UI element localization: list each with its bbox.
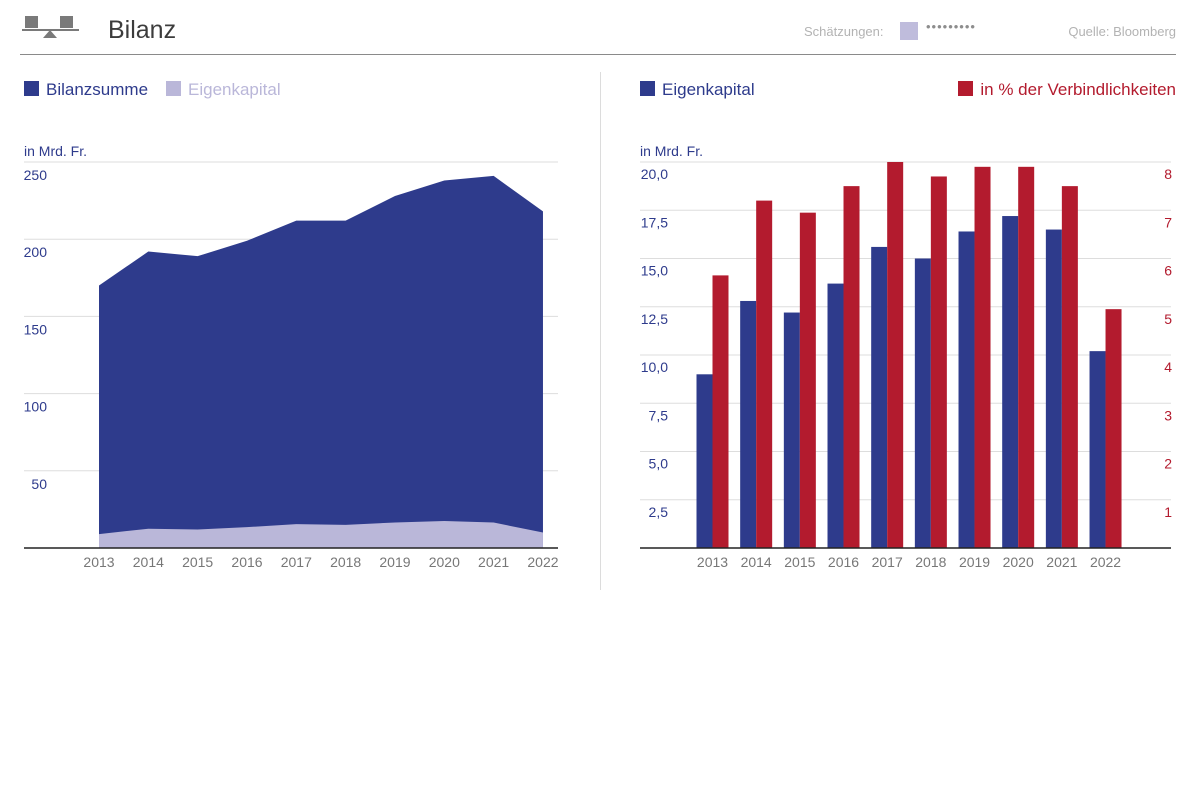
- bar-eigenkapital-2022: [1089, 351, 1106, 548]
- bar-percent-liabilities-2015: [799, 212, 816, 548]
- y-tick-label-left: 200: [24, 244, 48, 260]
- x-tick-label-right: 2019: [959, 554, 990, 570]
- y-tick-label-left-axis: 5,0: [649, 456, 669, 472]
- y-tick-label-left: 100: [24, 399, 48, 415]
- y2-tick-label-right-axis: 2: [1164, 456, 1172, 472]
- y-tick-label-left: 250: [24, 167, 48, 183]
- y-tick-label-left-axis: 10,0: [641, 359, 668, 375]
- page-title: Bilanz: [108, 16, 177, 44]
- bar-percent-liabilities-2018: [930, 176, 947, 548]
- bar-percent-liabilities-2019: [974, 166, 991, 548]
- legend-percent-liabilities: in % der Verbindlichkeiten: [958, 80, 1176, 102]
- legend-label-bilanzsumme: Bilanzsumme: [46, 80, 149, 99]
- legend-label-eigenkapital-left: Eigenkapital: [188, 80, 281, 99]
- x-tick-label-left: 2022: [527, 554, 558, 570]
- x-tick-label-right: 2018: [915, 554, 946, 570]
- y2-tick-label-right-axis: 8: [1164, 166, 1172, 182]
- legend-label-percent-liabilities: in % der Verbindlichkeiten: [980, 80, 1176, 99]
- bar-eigenkapital-2016: [827, 283, 844, 548]
- area-series-bilanzsumme: [99, 175, 543, 548]
- y2-tick-label-right-axis: 5: [1164, 311, 1172, 327]
- x-tick-label-left: 2013: [83, 554, 114, 570]
- y2-tick-label-right-axis: 7: [1164, 214, 1172, 230]
- bar-eigenkapital-2015: [783, 312, 800, 548]
- bar-eigenkapital-2017: [871, 246, 888, 549]
- legend-swatch-eigenkapital-left: [166, 81, 181, 96]
- y2-tick-label-right-axis: 1: [1164, 504, 1172, 520]
- x-tick-label-left: 2017: [281, 554, 312, 570]
- x-tick-label-left: 2019: [379, 554, 410, 570]
- bar-eigenkapital-2013: [696, 374, 713, 548]
- x-tick-label-left: 2020: [429, 554, 460, 570]
- x-tick-label-right: 2013: [697, 554, 728, 570]
- bar-percent-liabilities-2020: [1018, 166, 1035, 548]
- bar-eigenkapital-2014: [740, 300, 757, 548]
- x-tick-label-right: 2014: [741, 554, 772, 570]
- bar-percent-liabilities-2021: [1061, 186, 1078, 549]
- x-tick-label-right: 2017: [872, 554, 903, 570]
- legend-swatch-bilanzsumme: [24, 81, 39, 96]
- y-axis-label-left: in Mrd. Fr.: [24, 143, 87, 159]
- bar-chart-eigenkapital: in Mrd. Fr. 2,5 5,0 7,5 10,0 12,5 15,0 17,5 20,0…: [640, 143, 1172, 570]
- legend-swatch-percent-liabilities: [958, 81, 974, 96]
- x-tick-label-left: 2018: [330, 554, 361, 570]
- y-tick-label-left-axis: 15,0: [641, 263, 668, 279]
- y-tick-label-left-axis: 7,5: [649, 407, 669, 423]
- y-tick-label-left-axis: 20,0: [641, 166, 668, 182]
- legend-bilanzsumme: Bilanzsumme: [24, 80, 148, 102]
- bar-eigenkapital-2018: [914, 258, 931, 548]
- y-tick-label-left-axis: 2,5: [649, 504, 669, 520]
- y-axis-label-right-chart: in Mrd. Fr.: [640, 143, 703, 159]
- estimates-label: Schätzungen:: [804, 24, 884, 39]
- y2-tick-label-right-axis: 4: [1164, 359, 1172, 375]
- area-chart-bilanz: in Mrd. Fr. 50 100 150 200 250 2013 2014 2015 201…: [24, 143, 559, 570]
- bar-percent-liabilities-2016: [843, 186, 860, 549]
- legend-eigenkapital-left: Eigenkapital: [166, 80, 281, 102]
- estimates-swatch: [900, 22, 918, 40]
- source-note: Quelle: Bloomberg: [1068, 24, 1176, 39]
- x-tick-label-right: 2015: [784, 554, 815, 570]
- x-tick-label-left: 2016: [231, 554, 262, 570]
- y-tick-label-left: 50: [31, 476, 47, 492]
- legend-label-eigenkapital-right: Eigenkapital: [662, 80, 755, 99]
- header-bar: Bilanz Schätzungen: ••••••••• Quelle: Bl…: [20, 0, 1176, 55]
- x-tick-label-left: 2014: [133, 554, 164, 570]
- estimates-dots: •••••••••: [926, 19, 976, 34]
- x-tick-label-right: 2022: [1090, 554, 1121, 570]
- y-tick-label-left-axis: 17,5: [641, 214, 668, 230]
- y2-tick-label-right-axis: 6: [1164, 263, 1172, 279]
- bar-eigenkapital-2020: [1002, 216, 1019, 549]
- legend-eigenkapital-right: Eigenkapital: [640, 80, 755, 102]
- x-tick-label-right: 2016: [828, 554, 859, 570]
- bar-percent-liabilities-2017: [887, 162, 904, 548]
- x-tick-label-right: 2020: [1003, 554, 1034, 570]
- bar-percent-liabilities-2014: [756, 200, 773, 548]
- bar-eigenkapital-2019: [958, 231, 975, 549]
- y-tick-label-left: 150: [24, 321, 48, 337]
- x-tick-label-right: 2021: [1046, 554, 1077, 570]
- area-series-eigenkapital: [99, 520, 543, 548]
- y2-tick-label-right-axis: 3: [1164, 407, 1172, 423]
- x-tick-label-left: 2021: [478, 554, 509, 570]
- x-tick-label-left: 2015: [182, 554, 213, 570]
- bar-eigenkapital-2021: [1045, 229, 1062, 549]
- balance-scale-icon: [22, 16, 79, 38]
- legend-swatch-eigenkapital-right: [640, 81, 655, 96]
- bar-percent-liabilities-2013: [712, 275, 729, 548]
- panel-divider: [600, 72, 601, 590]
- y-tick-label-left-axis: 12,5: [641, 311, 668, 327]
- bar-percent-liabilities-2022: [1105, 309, 1122, 548]
